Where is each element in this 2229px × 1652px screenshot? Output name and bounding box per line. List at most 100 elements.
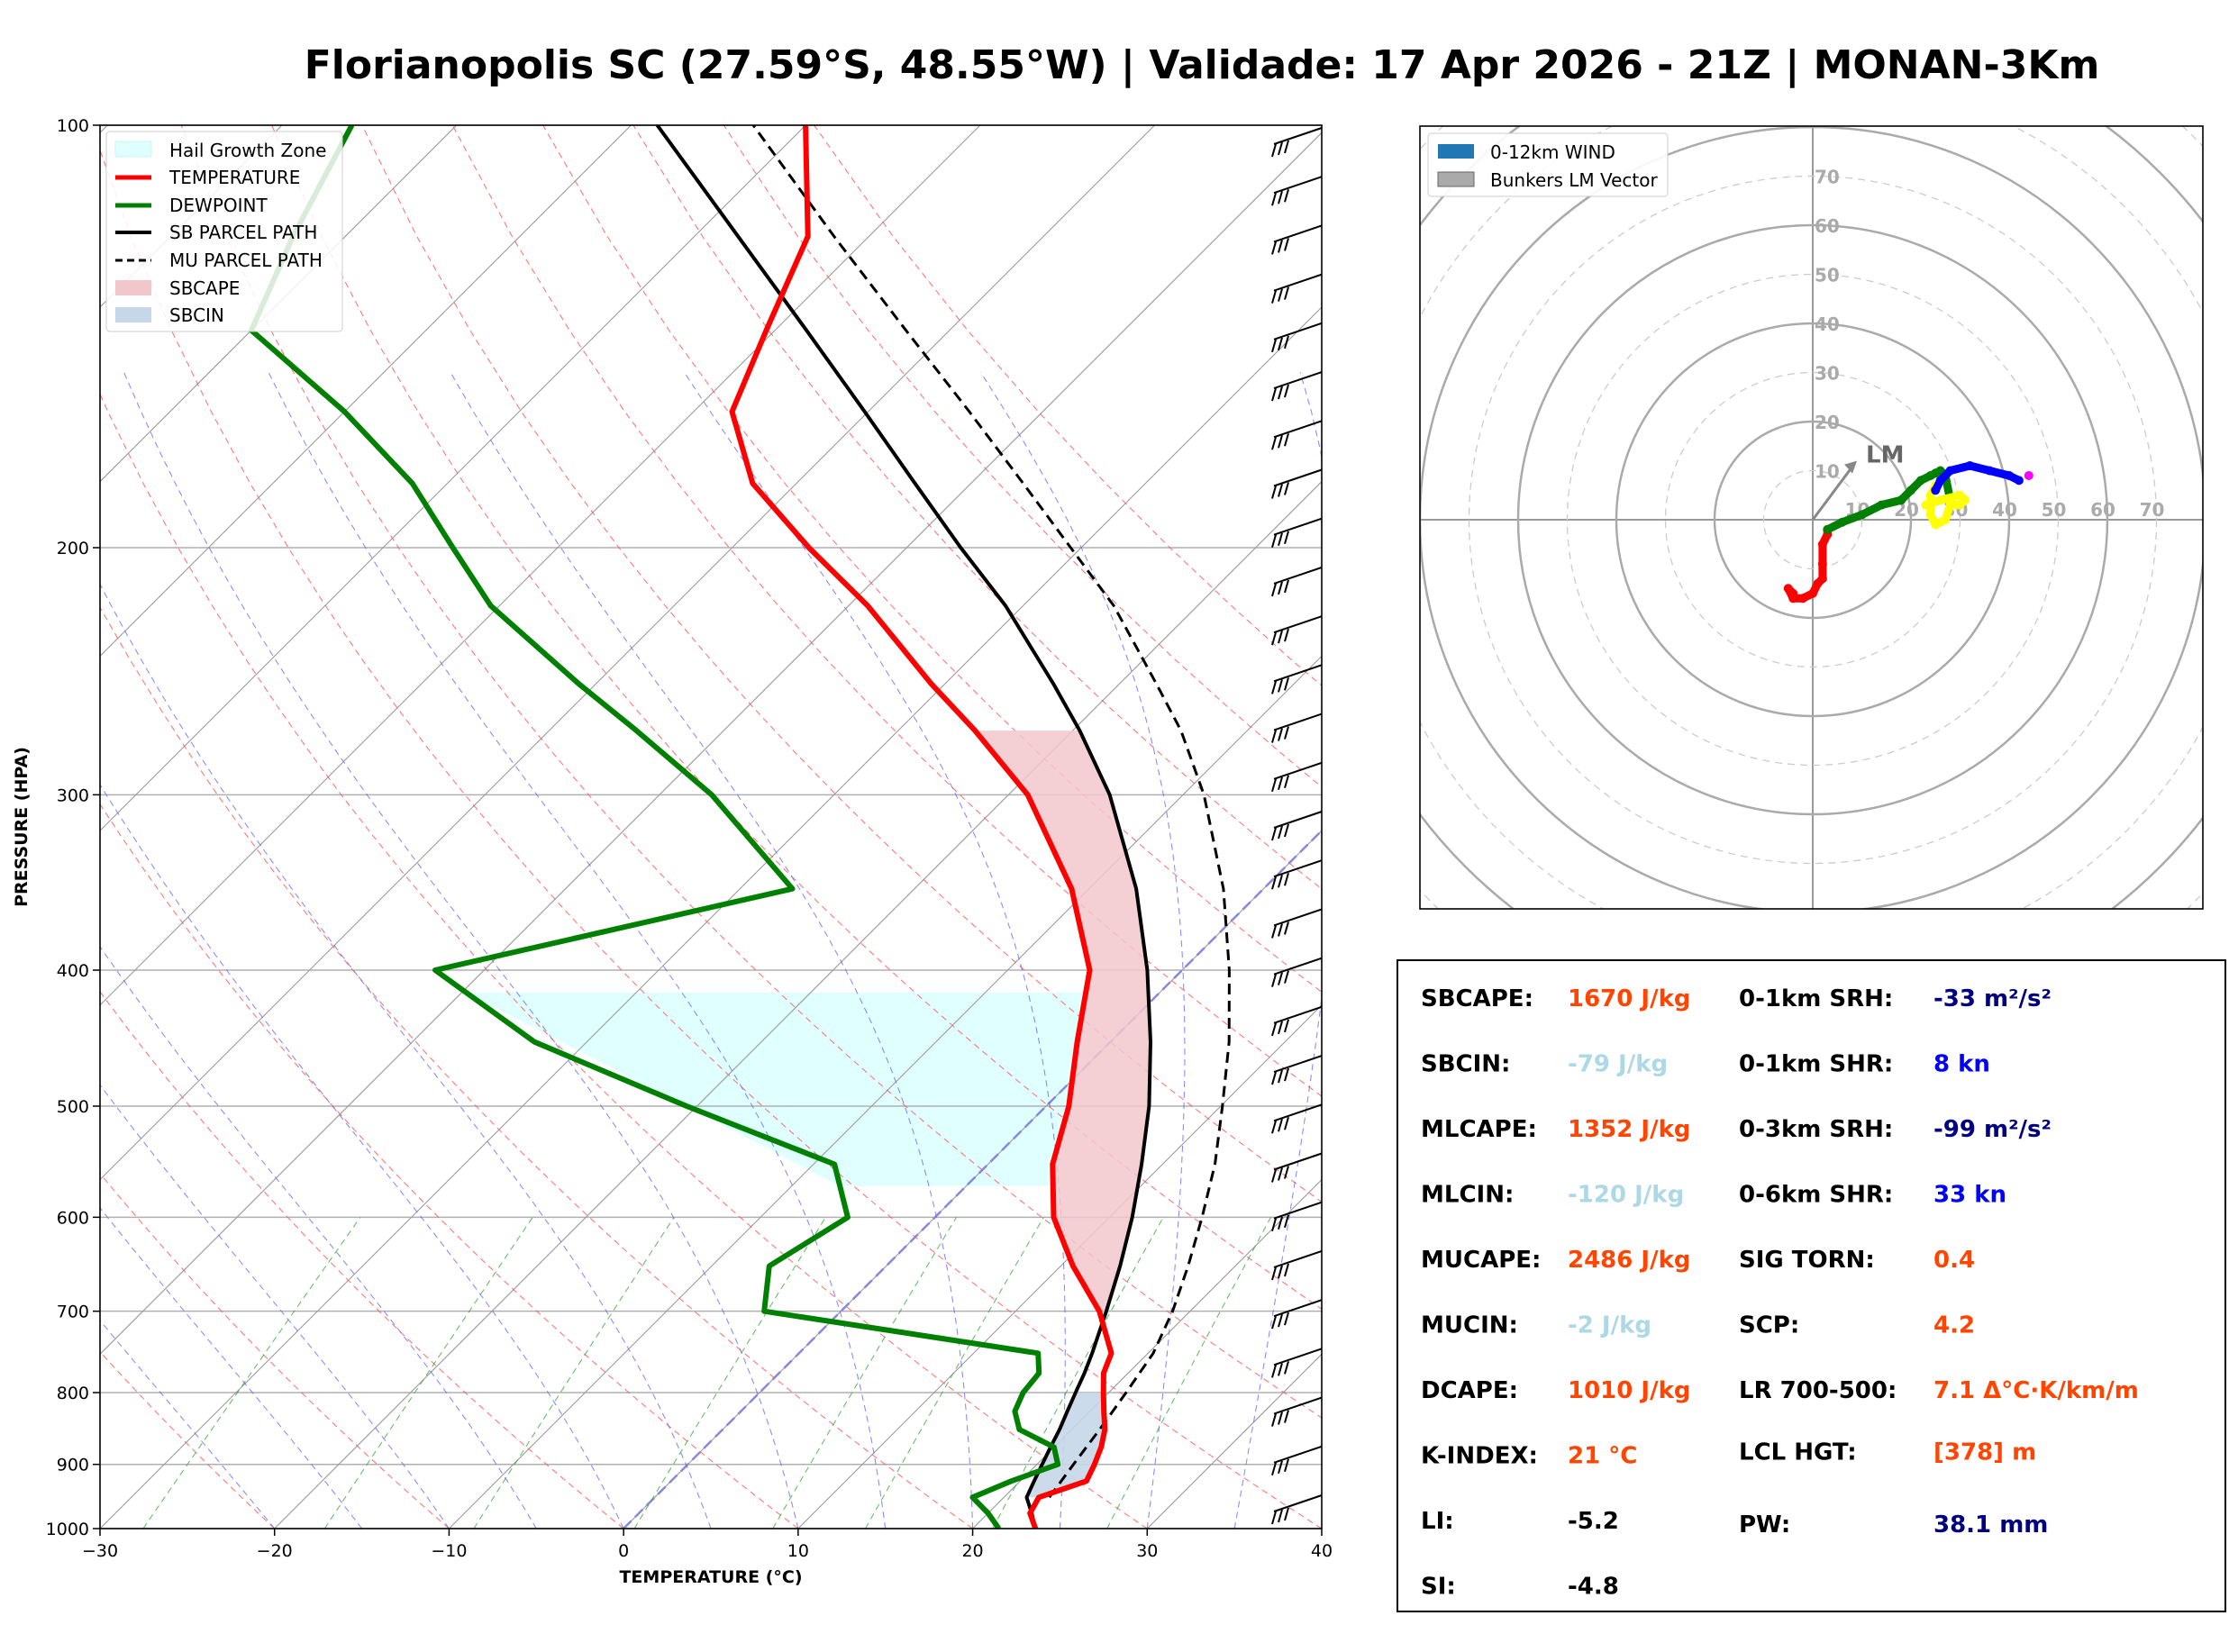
y-tick-label: 100 bbox=[57, 116, 89, 136]
index-label: 0-6km SHR: bbox=[1739, 1182, 1893, 1209]
hodograph-frame bbox=[1420, 126, 2203, 909]
index-label: 0-1km SRH: bbox=[1739, 985, 1893, 1012]
wind-barb bbox=[1272, 1495, 1322, 1524]
index-value: [378] m bbox=[1933, 1439, 2036, 1466]
x-tick-label: 40 bbox=[1311, 1541, 1333, 1561]
hodo-point bbox=[2024, 471, 2033, 480]
dry-adiabat bbox=[0, 125, 973, 1529]
hodo-point bbox=[1823, 525, 1832, 534]
index-label: MLCIN: bbox=[1421, 1182, 1514, 1209]
legend-swatch-sbcape bbox=[115, 280, 151, 295]
index-label: SBCIN: bbox=[1421, 1051, 1510, 1078]
index-value: 2486 J/kg bbox=[1568, 1247, 1691, 1274]
wind-barb bbox=[1272, 372, 1322, 401]
index-label: SIG TORN: bbox=[1739, 1247, 1875, 1274]
wind-barb bbox=[1272, 519, 1322, 548]
moist-adiabat bbox=[0, 372, 275, 1529]
isotherm bbox=[0, 125, 1329, 1529]
dry-adiabat bbox=[0, 125, 623, 1529]
hodo-legend-swatch-lm bbox=[1438, 172, 1474, 186]
hodo-point bbox=[1877, 501, 1886, 510]
index-label: PW: bbox=[1739, 1511, 1790, 1539]
hodo-point bbox=[1936, 495, 1945, 504]
hodo-point bbox=[1808, 589, 1817, 598]
index-label: 0-3km SRH: bbox=[1739, 1116, 1893, 1143]
wind-barb bbox=[1272, 177, 1322, 205]
index-value: -5.2 bbox=[1568, 1508, 1619, 1535]
x-axis-label: TEMPERATURE (°C) bbox=[619, 1567, 802, 1587]
wind-barb bbox=[1272, 567, 1322, 596]
sbcin-area bbox=[1027, 1393, 1105, 1497]
moist-adiabat bbox=[268, 372, 886, 1529]
wind-barb bbox=[1272, 470, 1322, 499]
index-value: 33 kn bbox=[1933, 1182, 2006, 1209]
y-tick-label: 700 bbox=[57, 1303, 89, 1322]
mixing-ratio-line bbox=[773, 1217, 957, 1529]
chart-title: Florianopolis SC (27.59°S, 48.55°W) | Va… bbox=[305, 42, 2100, 88]
legend-label-dewpoint: DEWPOINT bbox=[169, 195, 268, 216]
ring-label-v: 10 bbox=[1815, 461, 1840, 483]
legend-label-hail: Hail Growth Zone bbox=[169, 140, 326, 161]
wind-barb bbox=[1272, 958, 1322, 987]
y-tick-label: 200 bbox=[57, 539, 89, 558]
wind-barb bbox=[1272, 1251, 1322, 1280]
index-label: LR 700-500: bbox=[1739, 1377, 1897, 1404]
y-axis-label: PRESSURE (HPA) bbox=[12, 747, 32, 907]
index-value: 38.1 mm bbox=[1933, 1511, 2048, 1539]
ring-label-v: 20 bbox=[1815, 412, 1840, 433]
index-value: -99 m²/s² bbox=[1933, 1116, 2052, 1143]
hodo-point bbox=[1906, 486, 1915, 495]
dry-adiabat bbox=[0, 125, 275, 1529]
hodo-point bbox=[1946, 467, 1955, 476]
wind-barbs bbox=[1272, 128, 1322, 1524]
hodo-point bbox=[2005, 471, 2014, 480]
y-tick-label: 600 bbox=[57, 1208, 89, 1228]
hodo-point bbox=[1818, 559, 1827, 568]
moist-adiabat bbox=[6, 372, 711, 1529]
moist-adiabat bbox=[685, 372, 1066, 1529]
isotherm bbox=[0, 125, 282, 1529]
y-tick-label: 800 bbox=[57, 1384, 89, 1403]
skewt-legend: Hail Growth Zone TEMPERATURE DEWPOINT SB… bbox=[106, 132, 342, 331]
hodograph-legend: 0-12km WIND Bunkers LM Vector bbox=[1428, 133, 1668, 196]
lm-label: LM bbox=[1866, 442, 1904, 469]
y-tick-label: 400 bbox=[57, 961, 89, 981]
y-tick-label: 300 bbox=[57, 785, 89, 805]
ring-label-v: 60 bbox=[1815, 215, 1840, 237]
hodo-point bbox=[1921, 501, 1930, 510]
hodo-point bbox=[1946, 501, 1955, 510]
ring-label-u: 40 bbox=[1992, 499, 2017, 521]
ring-label-v: 70 bbox=[1815, 167, 1840, 188]
hodo-point bbox=[1926, 511, 1935, 520]
y-tick-label: 500 bbox=[57, 1097, 89, 1117]
mixing-ratio-line bbox=[634, 1217, 826, 1529]
wind-barb bbox=[1272, 1300, 1322, 1329]
index-label: SI: bbox=[1421, 1574, 1456, 1601]
legend-label-temperature: TEMPERATURE bbox=[168, 167, 300, 188]
legend-swatch-hail bbox=[115, 141, 151, 157]
index-value: 21 °C bbox=[1568, 1443, 1637, 1470]
hodo-point bbox=[1788, 594, 1797, 603]
wind-barb bbox=[1272, 323, 1322, 352]
wind-barb bbox=[1272, 909, 1322, 938]
hail-growth-zone-fill bbox=[466, 993, 1086, 1186]
ring-label-u: 50 bbox=[2042, 499, 2067, 521]
isotherm bbox=[0, 125, 631, 1529]
ring-label-u: 70 bbox=[2140, 499, 2165, 521]
dry-adiabat bbox=[91, 125, 1322, 1529]
mixing-ratio-line bbox=[324, 1217, 532, 1529]
legend-swatch-sbcin bbox=[115, 307, 151, 322]
index-label: DCAPE: bbox=[1421, 1377, 1518, 1404]
hodo-point bbox=[1965, 461, 1974, 470]
hodo-point bbox=[1916, 476, 1925, 485]
index-label: SBCAPE: bbox=[1421, 985, 1533, 1012]
index-value: 8 kn bbox=[1933, 1051, 1990, 1078]
hodo-legend-label-wind: 0-12km WIND bbox=[1490, 141, 1615, 163]
wind-barb bbox=[1272, 1154, 1322, 1183]
hodo-point bbox=[1858, 511, 1867, 520]
y-tick-label: 1000 bbox=[46, 1520, 89, 1539]
hodo-point bbox=[1818, 574, 1827, 583]
hodo-point bbox=[1956, 491, 1965, 500]
